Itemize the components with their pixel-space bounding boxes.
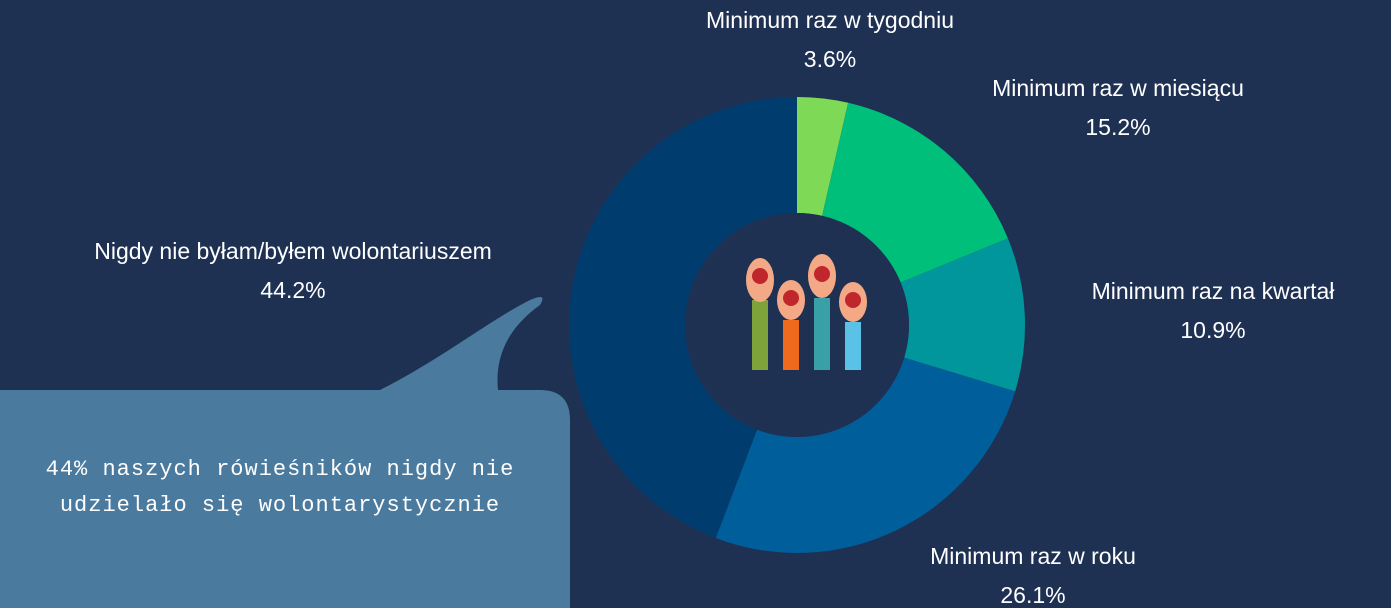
slice-label: Minimum raz na kwartał: [1092, 278, 1335, 304]
slice-label: Minimum raz w miesiącu: [992, 75, 1244, 101]
slice-value: 44.2%: [260, 277, 325, 303]
slice-value: 10.9%: [1180, 317, 1245, 343]
hands-icon: [746, 254, 867, 370]
donut-slice: [797, 97, 849, 216]
speech-bubble: [0, 296, 570, 608]
slice-value: 26.1%: [1000, 582, 1065, 608]
annotation: 44% naszych rówieśników nigdy nie udziel…: [45, 457, 515, 518]
slice-value: 3.6%: [804, 46, 856, 72]
slice-label: Minimum raz w roku: [930, 543, 1136, 569]
donut-slice: [900, 238, 1026, 392]
donut-slice: [569, 97, 797, 539]
donut-slice: [715, 357, 1016, 553]
donut-slice: [822, 102, 1008, 283]
slice-value: 15.2%: [1085, 114, 1150, 140]
slice-label: Minimum raz w tygodniu: [706, 7, 954, 33]
slice-label: Nigdy nie byłam/byłem wolontariuszem: [94, 238, 492, 264]
